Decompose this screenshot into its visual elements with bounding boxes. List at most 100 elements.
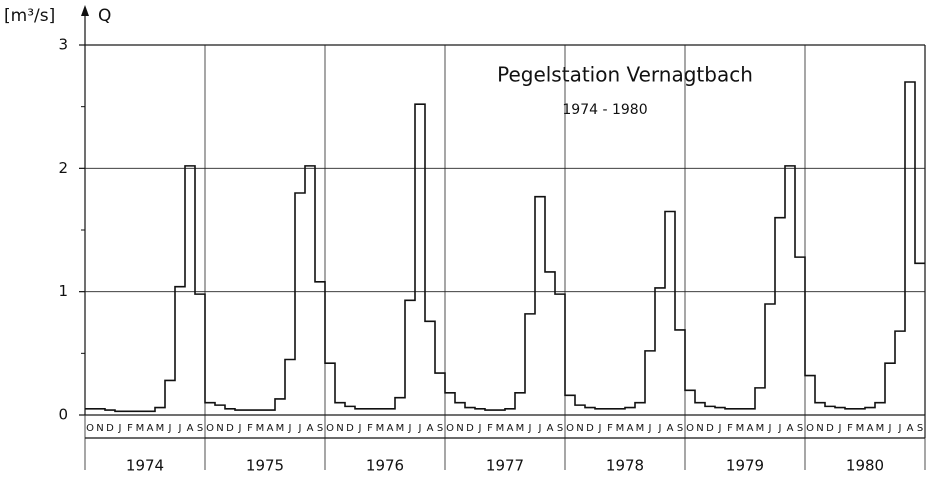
month-label: O: [206, 423, 214, 434]
month-label: J: [418, 423, 422, 434]
month-label: J: [778, 423, 782, 434]
month-label: A: [787, 423, 794, 434]
month-label: M: [616, 423, 625, 434]
month-label: A: [267, 423, 274, 434]
y-tick-label: 2: [58, 159, 68, 177]
month-label: F: [487, 423, 493, 434]
month-label: M: [156, 423, 165, 434]
year-label: 1980: [846, 457, 884, 475]
month-label: M: [396, 423, 405, 434]
month-label: J: [648, 423, 652, 434]
y-label: Q: [98, 6, 111, 26]
month-label: S: [197, 423, 203, 434]
month-label: S: [797, 423, 803, 434]
month-label: S: [317, 423, 323, 434]
month-label: S: [677, 423, 683, 434]
month-label: F: [247, 423, 253, 434]
month-label: M: [276, 423, 285, 434]
month-label: F: [127, 423, 133, 434]
month-label: F: [367, 423, 373, 434]
month-label: J: [838, 423, 842, 434]
month-label: D: [346, 423, 354, 434]
month-label: J: [288, 423, 292, 434]
month-label: M: [636, 423, 645, 434]
month-label: A: [387, 423, 394, 434]
month-label: J: [718, 423, 722, 434]
month-label: J: [178, 423, 182, 434]
month-label: F: [607, 423, 613, 434]
month-label: J: [538, 423, 542, 434]
month-label: A: [747, 423, 754, 434]
month-label: J: [658, 423, 662, 434]
month-label: M: [516, 423, 525, 434]
month-label: A: [427, 423, 434, 434]
month-label: M: [756, 423, 765, 434]
y-unit: [m³/s]: [4, 6, 55, 26]
discharge-line: [85, 81, 925, 413]
month-label: N: [216, 423, 223, 434]
month-label: M: [736, 423, 745, 434]
month-label: J: [358, 423, 362, 434]
month-label: M: [496, 423, 505, 434]
month-label: F: [847, 423, 853, 434]
month-label: A: [627, 423, 634, 434]
month-label: J: [238, 423, 242, 434]
month-label: J: [298, 423, 302, 434]
month-label: D: [826, 423, 834, 434]
month-label: J: [768, 423, 772, 434]
month-label: M: [876, 423, 885, 434]
month-label: D: [106, 423, 114, 434]
month-label: F: [727, 423, 733, 434]
month-label: A: [907, 423, 914, 434]
y-tick-label: 1: [58, 282, 68, 300]
month-label: D: [466, 423, 474, 434]
month-label: O: [446, 423, 454, 434]
year-label: 1976: [366, 457, 404, 475]
month-label: O: [686, 423, 694, 434]
month-label: S: [557, 423, 563, 434]
month-label: O: [326, 423, 334, 434]
month-label: D: [226, 423, 234, 434]
month-label: M: [376, 423, 385, 434]
month-label: S: [917, 423, 923, 434]
month-label: J: [598, 423, 602, 434]
month-label: O: [86, 423, 94, 434]
month-label: A: [147, 423, 154, 434]
month-label: D: [706, 423, 714, 434]
month-label: A: [867, 423, 874, 434]
month-label: J: [408, 423, 412, 434]
year-label: 1975: [246, 457, 284, 475]
month-label: S: [437, 423, 443, 434]
month-label: J: [168, 423, 172, 434]
month-label: A: [667, 423, 674, 434]
month-label: D: [586, 423, 594, 434]
month-label: J: [118, 423, 122, 434]
month-label: A: [547, 423, 554, 434]
month-label: O: [566, 423, 574, 434]
month-label: M: [136, 423, 145, 434]
year-label: 1979: [726, 457, 764, 475]
month-label: N: [96, 423, 103, 434]
month-label: J: [898, 423, 902, 434]
month-label: O: [806, 423, 814, 434]
year-label: 1977: [486, 457, 524, 475]
y-tick-label: 0: [58, 406, 68, 424]
month-label: A: [187, 423, 194, 434]
month-label: A: [507, 423, 514, 434]
month-label: M: [256, 423, 265, 434]
month-label: N: [576, 423, 583, 434]
month-label: N: [816, 423, 823, 434]
chart-subtitle: 1974 - 1980: [562, 102, 647, 118]
y-tick-label: 3: [58, 36, 68, 54]
month-label: J: [528, 423, 532, 434]
month-label: N: [456, 423, 463, 434]
year-label: 1978: [606, 457, 644, 475]
month-label: J: [478, 423, 482, 434]
chart-title: Pegelstation Vernagtbach: [497, 63, 753, 87]
month-label: N: [336, 423, 343, 434]
year-label: 1974: [126, 457, 164, 475]
axis-arrow: [81, 5, 89, 16]
month-label: N: [696, 423, 703, 434]
